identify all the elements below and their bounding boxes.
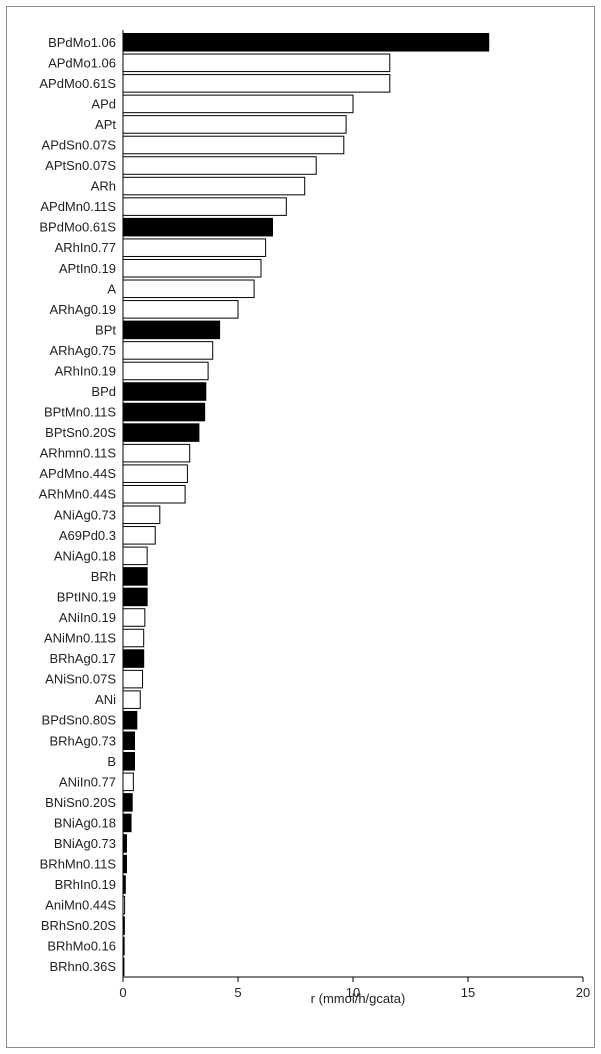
bar-bpt [122, 320, 221, 340]
bar-bptmn0.11s [122, 402, 206, 422]
bar-aptsn0.07s [122, 156, 317, 175]
category-label: ANiIn0.19 [59, 610, 116, 625]
bar-bpdsn0.80s [122, 710, 138, 730]
x-tick-label: 10 [346, 985, 360, 1000]
chart-frame [6, 6, 595, 1048]
bar-aniag0.73 [122, 505, 161, 525]
bar-apdmno.44s [122, 464, 188, 483]
bar-arhin0.77 [122, 238, 267, 257]
category-label: BRh [91, 569, 116, 584]
category-label: BPtIN0.19 [57, 589, 116, 604]
category-label: A69Pd0.3 [59, 528, 116, 543]
bar-brhag0.73 [122, 731, 135, 751]
category-label: ARhIn0.19 [55, 363, 116, 378]
x-axis-title: r (mmol/h/gcata) [311, 991, 406, 1006]
category-label: BRhAg0.73 [50, 733, 117, 748]
bar-brhag0.17 [122, 649, 145, 668]
x-tick-label: 20 [576, 985, 590, 1000]
category-label: APdMno.44S [39, 466, 116, 481]
bar-arh [122, 176, 306, 196]
bar-a69pd0.3 [122, 526, 156, 545]
category-label: APt [95, 117, 116, 132]
bar-animn0.11s [122, 628, 145, 648]
category-label: BNiSn0.20S [45, 795, 116, 810]
category-label: BPdMo0.61S [39, 220, 116, 235]
category-label: BRhSn0.20S [41, 918, 116, 933]
category-label: ARhmn0.11S [40, 446, 117, 461]
bar-apdmo0.61s [122, 74, 391, 93]
bar-ani [122, 690, 141, 709]
category-label: BPtMn0.11S [44, 405, 116, 420]
category-label: APdMo0.61S [39, 76, 116, 91]
bar-b [122, 752, 135, 771]
category-label: ANi [95, 692, 116, 707]
category-label: BPtSn0.20S [45, 425, 116, 440]
bar-bpdmo0.61s [122, 217, 273, 237]
bar-apdsn0.07s [122, 135, 345, 155]
category-label: ARh [91, 179, 116, 194]
category-label: BRhMn0.11S [40, 857, 117, 872]
bar-brh [122, 567, 148, 586]
category-label: ARhMn0.44S [39, 487, 117, 502]
category-label: B [107, 754, 116, 769]
bar-apdmn0.11s [122, 197, 287, 216]
bar-aptin0.19 [122, 258, 262, 278]
x-tick-label: 15 [461, 985, 475, 1000]
x-tick-label: 5 [234, 985, 241, 1000]
category-label: A [107, 281, 116, 296]
category-label: BRhIn0.19 [55, 877, 116, 892]
category-label: BRhAg0.17 [50, 651, 117, 666]
category-label: ANiMn0.11S [44, 631, 116, 646]
category-label: ARhAg0.19 [50, 302, 117, 317]
category-label: ANiIn0.77 [59, 774, 116, 789]
bar-brhmn0.11s [122, 854, 127, 874]
bar-aniin0.77 [122, 772, 134, 792]
bar-bnisn0.20s [122, 793, 133, 812]
category-label: APdMn0.11S [40, 199, 116, 214]
bar-bniag0.73 [122, 834, 127, 853]
category-label: APdMo1.06 [48, 55, 116, 70]
category-label: ARhIn0.77 [55, 240, 116, 255]
bar-arhmn0.44s [122, 484, 186, 504]
bar-aniin0.19 [122, 608, 146, 627]
bar-aniag0.18 [122, 546, 148, 566]
category-label: ANiAg0.73 [54, 507, 116, 522]
x-ticks: 0 5 10 15 20 [119, 977, 590, 1000]
category-label: BRhMo0.16 [47, 939, 116, 954]
bar-arhag0.19 [122, 300, 239, 319]
x-tick-label: 0 [119, 985, 126, 1000]
bar-apdmo1.06 [122, 53, 391, 73]
bar-arhag0.75 [122, 341, 214, 360]
bar-anisn0.07s [122, 669, 144, 689]
bar-apt [122, 115, 347, 134]
category-label: ANiSn0.07S [45, 672, 116, 687]
category-label: BNiAg0.18 [54, 815, 116, 830]
category-label: BPd [91, 384, 116, 399]
category-label: APd [91, 96, 116, 111]
bar-bpdmo1.06 [122, 33, 490, 52]
category-label: BRhn0.36S [50, 959, 117, 974]
category-labels: BPdMo1.06 APdMo1.06 APdMo0.61S APd APt APdSn0… [39, 35, 117, 974]
bar-bpd [122, 382, 207, 401]
bar-bniag0.18 [122, 813, 132, 833]
bar-arhmn0.11s [122, 443, 191, 463]
category-label: ARhAg0.75 [50, 343, 117, 358]
bar-apd [122, 94, 354, 114]
category-label: APtIn0.19 [59, 261, 116, 276]
category-label: BNiAg0.73 [54, 836, 116, 851]
bar-bptin0.19 [122, 587, 148, 607]
category-label: BPt [95, 322, 116, 337]
bars-group [122, 33, 490, 977]
category-label: BPdSn0.80S [42, 713, 117, 728]
category-label: APtSn0.07S [45, 158, 116, 173]
bar-arhin0.19 [122, 361, 209, 381]
category-label: APdSn0.07S [42, 137, 117, 152]
category-label: ANiAg0.18 [54, 548, 116, 563]
category-label: AniMn0.44S [45, 898, 116, 913]
category-label: BPdMo1.06 [48, 35, 116, 50]
bar-a [122, 279, 255, 299]
bar-bptsn0.20s [122, 423, 200, 442]
